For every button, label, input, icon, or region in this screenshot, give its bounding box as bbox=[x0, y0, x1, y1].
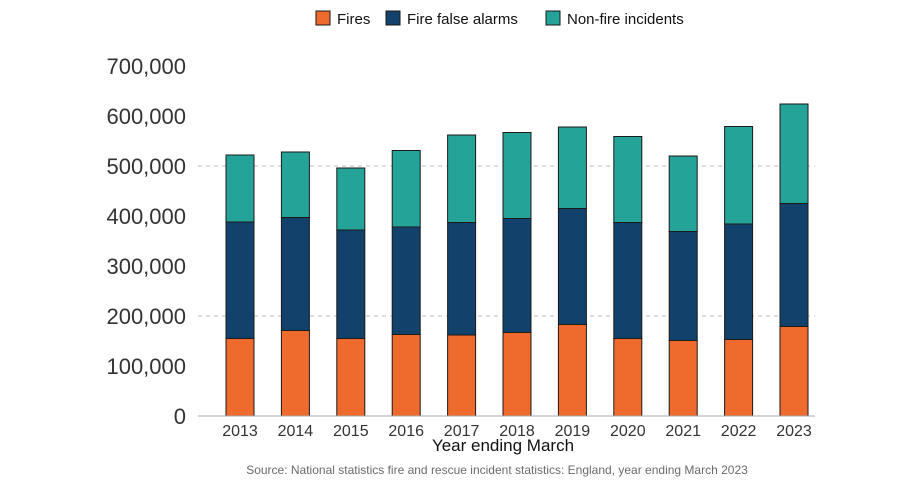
bar-segment-fires bbox=[391, 334, 421, 417]
x-tick-label: 2014 bbox=[278, 423, 314, 440]
bar-segment-non-fire-incidents bbox=[391, 150, 421, 228]
legend-label: Non-fire incidents bbox=[567, 11, 684, 28]
y-tick-label: 400,000 bbox=[106, 204, 186, 229]
bar-segment-non-fire-incidents bbox=[779, 103, 809, 204]
x-tick-label: 2023 bbox=[776, 423, 812, 440]
bar-segment-fires bbox=[225, 338, 255, 417]
x-tick-label: 2013 bbox=[222, 423, 258, 440]
source-note: Source: National statistics fire and res… bbox=[246, 463, 748, 477]
bar-segment-fire-false-alarms bbox=[502, 218, 532, 333]
x-tick-label: 2019 bbox=[555, 423, 591, 440]
y-tick-label: 700,000 bbox=[106, 54, 186, 79]
bar-segment-fires bbox=[668, 340, 698, 417]
y-tick-label: 0 bbox=[174, 404, 186, 429]
bar-segment-fire-false-alarms bbox=[779, 203, 809, 327]
bar-segment-non-fire-incidents bbox=[280, 151, 310, 218]
bar-segment-fires bbox=[613, 338, 643, 417]
x-tick-label: 2016 bbox=[388, 423, 424, 440]
bar-segment-fire-false-alarms bbox=[557, 208, 587, 325]
bar-segment-fires bbox=[336, 338, 366, 417]
bar-segment-non-fire-incidents bbox=[336, 167, 366, 231]
y-axis-tick-labels: 0 100,000 200,000 300,000 400,000 500,000 600,… bbox=[106, 54, 186, 429]
gridlines bbox=[198, 165, 815, 317]
bar-segment-fires bbox=[724, 339, 754, 417]
legend-swatch bbox=[315, 10, 331, 26]
y-tick-label: 200,000 bbox=[106, 304, 186, 329]
legend: Fires Fire false alarms Non-fire incidents bbox=[315, 10, 684, 28]
x-tick-label: 2018 bbox=[499, 423, 535, 440]
bar-segment-non-fire-incidents bbox=[557, 126, 587, 209]
bar-segment-fires bbox=[447, 334, 477, 417]
x-axis-tick-labels: 2013 2014 2015 2016 2017 2018 2019 2020 2021 2022… bbox=[222, 423, 812, 440]
bar-segment-non-fire-incidents bbox=[502, 132, 532, 219]
x-tick-label: 2020 bbox=[610, 423, 646, 440]
bar-segment-fires bbox=[502, 332, 532, 417]
bar-segment-non-fire-incidents bbox=[724, 126, 754, 225]
y-tick-label: 300,000 bbox=[106, 254, 186, 279]
bar-segment-non-fire-incidents bbox=[668, 155, 698, 232]
bar-segment-fire-false-alarms bbox=[724, 223, 754, 340]
bar-segment-fires bbox=[557, 324, 587, 417]
legend-label: Fires bbox=[337, 11, 370, 28]
bar-segment-fires bbox=[280, 330, 310, 417]
x-tick-label: 2015 bbox=[333, 423, 369, 440]
bar-segment-non-fire-incidents bbox=[447, 134, 477, 223]
x-axis-title: Year ending March bbox=[432, 436, 574, 455]
bar-segment-non-fire-incidents bbox=[225, 154, 255, 223]
x-tick-label: 2017 bbox=[444, 423, 480, 440]
bar-segment-fire-false-alarms bbox=[391, 226, 421, 335]
bar-segment-fire-false-alarms bbox=[447, 222, 477, 336]
x-tick-label: 2022 bbox=[721, 423, 757, 440]
bar-segment-fire-false-alarms bbox=[336, 229, 366, 339]
bar-segment-fire-false-alarms bbox=[225, 221, 255, 339]
y-tick-label: 500,000 bbox=[106, 154, 186, 179]
y-tick-label: 600,000 bbox=[106, 104, 186, 129]
legend-swatch bbox=[545, 10, 561, 26]
bar-segment-fires bbox=[779, 326, 809, 417]
bar-segment-fire-false-alarms bbox=[280, 217, 310, 331]
y-tick-label: 100,000 bbox=[106, 354, 186, 379]
bars bbox=[225, 103, 809, 417]
bar-segment-non-fire-incidents bbox=[613, 136, 643, 223]
legend-swatch bbox=[385, 10, 401, 26]
legend-label: Fire false alarms bbox=[407, 11, 518, 28]
bar-segment-fire-false-alarms bbox=[668, 231, 698, 341]
x-tick-label: 2021 bbox=[665, 423, 701, 440]
bar-segment-fire-false-alarms bbox=[613, 222, 643, 339]
